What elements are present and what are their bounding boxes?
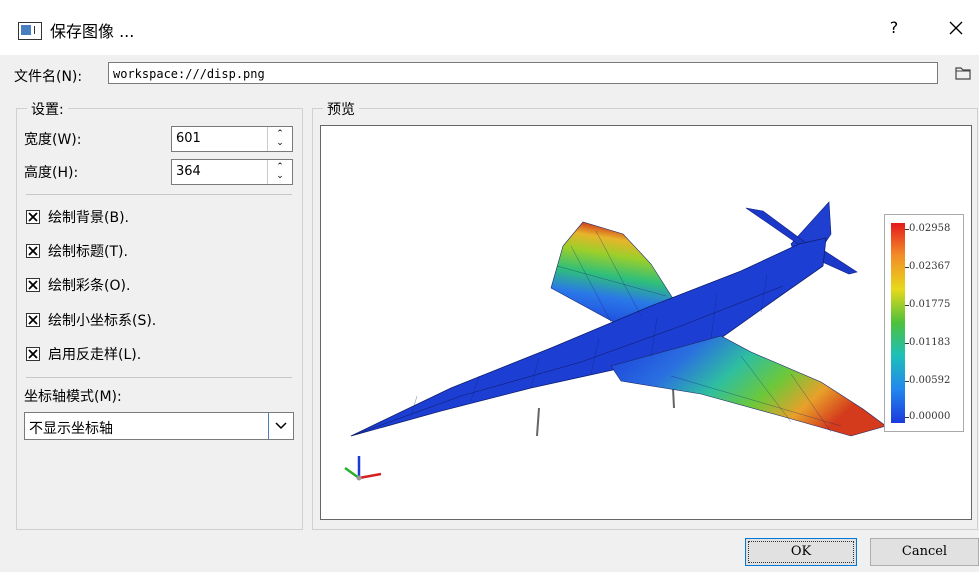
close-button[interactable] <box>942 14 970 42</box>
axis-mode-label: 坐标轴模式(M): <box>24 389 122 405</box>
filename-label: 文件名(N): <box>14 69 83 85</box>
window-title: 保存图像 ... <box>50 22 135 41</box>
height-label: 高度(H): <box>24 165 79 181</box>
checkbox-checked-icon[interactable] <box>26 278 40 292</box>
height-stepper-arrows[interactable]: ⌃ ⌄ <box>267 160 292 184</box>
filename-input[interactable]: workspace:///disp.png <box>108 62 938 84</box>
ok-button[interactable]: OK <box>745 538 857 566</box>
checkbox-antialiasing[interactable]: 启用反走样(L). <box>26 344 141 364</box>
legend-label: 0.00000 <box>909 411 951 422</box>
chevron-down-icon[interactable]: ⌄ <box>276 171 284 181</box>
separator <box>26 377 292 378</box>
checkbox-checked-icon[interactable] <box>26 313 40 327</box>
checkbox-checked-icon[interactable] <box>26 210 40 224</box>
chevron-up-icon[interactable]: ⌃ <box>276 129 284 139</box>
settings-group: 设置: <box>16 99 303 530</box>
checkbox-label: 绘制小坐标系(S). <box>48 313 157 329</box>
browse-folder-button[interactable] <box>952 62 974 84</box>
dropdown-button[interactable] <box>268 413 293 439</box>
color-legend: 0.02958 0.02367 0.01775 0.01183 0.00592 … <box>884 214 964 432</box>
ok-button-label: OK <box>790 544 812 559</box>
cancel-button-label: Cancel <box>901 544 948 559</box>
preview-canvas: 0.02958 0.02367 0.01775 0.01183 0.00592 … <box>320 125 972 520</box>
legend-colorbar <box>891 223 905 423</box>
checkbox-draw-background[interactable]: 绘制背景(B). <box>26 207 129 227</box>
height-value: 364 <box>176 164 201 179</box>
legend-label: 0.02958 <box>909 223 951 234</box>
title-bar: 保存图像 ... ? <box>0 0 979 55</box>
legend-label: 0.01775 <box>909 299 951 310</box>
width-value: 601 <box>176 131 201 146</box>
checkbox-checked-icon[interactable] <box>26 244 40 258</box>
checkbox-draw-title[interactable]: 绘制标题(T). <box>26 241 128 261</box>
width-stepper-arrows[interactable]: ⌃ ⌄ <box>267 127 292 151</box>
mini-axes-triad <box>344 456 382 481</box>
legend-label: 0.02367 <box>909 261 951 272</box>
help-button[interactable]: ? <box>889 18 899 37</box>
checkbox-label: 绘制标题(T). <box>48 244 128 260</box>
width-label: 宽度(W): <box>24 132 82 148</box>
checkbox-checked-icon[interactable] <box>26 347 40 361</box>
cancel-button[interactable]: Cancel <box>870 538 979 566</box>
separator <box>26 194 292 195</box>
folder-icon <box>955 67 971 80</box>
chevron-down-icon <box>275 422 287 430</box>
axis-mode-value: 不显示坐标轴 <box>29 421 113 437</box>
legend-label: 0.00592 <box>909 375 951 386</box>
preview-group-title: 预览 <box>323 99 359 119</box>
chevron-up-icon[interactable]: ⌃ <box>276 162 284 172</box>
width-spinbox[interactable]: 601 ⌃ ⌄ <box>171 126 293 152</box>
checkbox-label: 绘制背景(B). <box>48 210 129 226</box>
checkbox-label: 绘制彩条(O). <box>48 278 131 294</box>
app-window-icon <box>18 22 42 40</box>
chevron-down-icon[interactable]: ⌄ <box>276 138 284 148</box>
height-spinbox[interactable]: 364 ⌃ ⌄ <box>171 159 293 185</box>
checkbox-draw-mini-axes[interactable]: 绘制小坐标系(S). <box>26 310 156 330</box>
axis-mode-select[interactable]: 不显示坐标轴 <box>24 412 294 440</box>
settings-group-title: 设置: <box>27 99 68 119</box>
airplane-render <box>344 201 887 481</box>
checkbox-draw-colorbar[interactable]: 绘制彩条(O). <box>26 275 130 295</box>
close-icon <box>949 21 963 35</box>
legend-label: 0.01183 <box>909 337 951 348</box>
preview-group: 预览 <box>312 99 978 530</box>
checkbox-label: 启用反走样(L). <box>48 347 142 363</box>
